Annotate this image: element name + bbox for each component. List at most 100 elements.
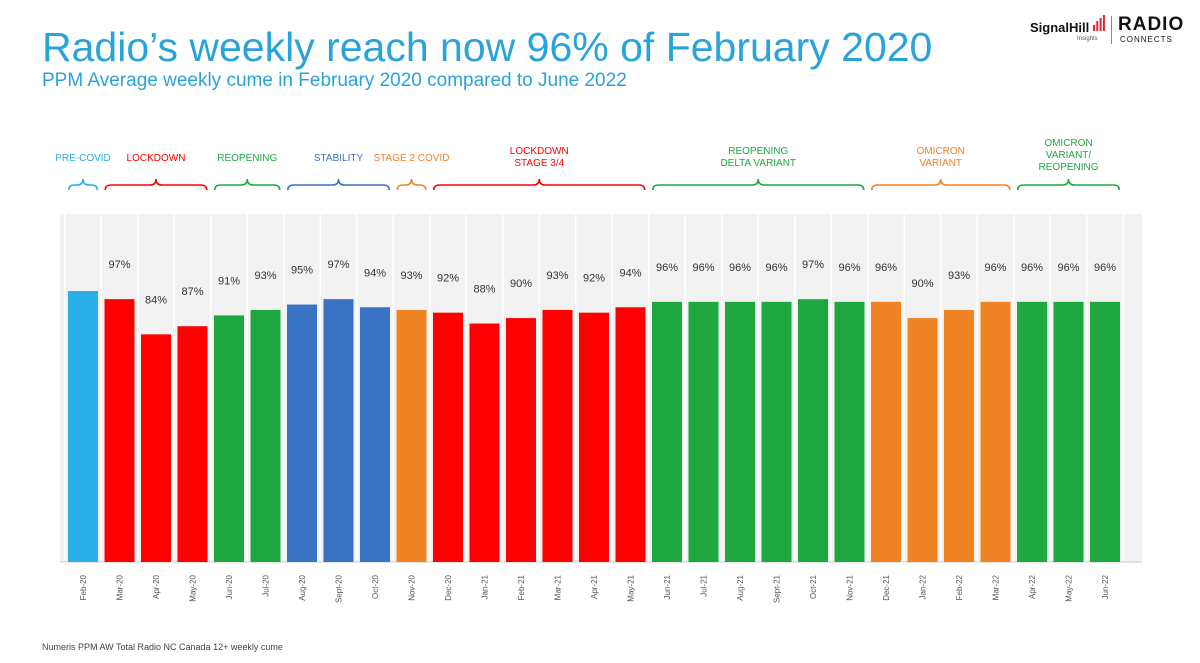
bar-dec-20 — [433, 312, 463, 562]
x-tick-label: Feb-20 — [79, 574, 88, 600]
phase-label: STAGE 2 COVID — [374, 153, 450, 164]
bar-feb-20 — [68, 291, 98, 562]
x-tick-label: May-21 — [627, 574, 636, 601]
data-label: 96% — [729, 262, 751, 274]
data-label: 87% — [181, 286, 203, 298]
x-tick-label: Mar-20 — [116, 574, 125, 600]
x-tick-label: Dec-21 — [882, 574, 891, 600]
bar-jul-20 — [250, 309, 281, 562]
signal-hill-logo-sub: Insights — [1077, 36, 1098, 42]
bar-apr-20 — [141, 334, 171, 562]
data-label: 96% — [656, 262, 678, 274]
phase-label: VARIANT — [919, 158, 962, 169]
bar-may-21 — [615, 307, 646, 562]
x-tick-label: Feb-21 — [517, 574, 526, 600]
x-tick-label: Aug-21 — [736, 574, 745, 600]
data-label: 88% — [473, 284, 495, 296]
x-tick-label: Dec-20 — [444, 574, 453, 600]
data-label: 96% — [1021, 262, 1043, 274]
radio-connects-logo-sub: CONNECTS — [1120, 35, 1173, 44]
phase-label: DELTA VARIANT — [720, 158, 796, 169]
data-label: 91% — [218, 275, 240, 287]
bar-aug-21 — [725, 301, 755, 562]
bar-oct-21 — [798, 299, 828, 562]
bar-sept-21 — [761, 301, 792, 562]
radio-connects-logo: RADIO — [1118, 14, 1185, 35]
bar-sept-20 — [323, 299, 354, 562]
signal-bars-icon — [1093, 15, 1105, 31]
x-tick-label: Sept-21 — [773, 574, 782, 603]
bar-feb-21 — [506, 318, 536, 562]
phase-label: VARIANT/ — [1046, 150, 1092, 161]
bar-mar-22 — [980, 301, 1011, 562]
x-tick-label: Aug-20 — [298, 574, 307, 600]
data-label: 97% — [108, 259, 130, 271]
phase-label: REOPENING — [728, 146, 788, 157]
bar-jun-20 — [214, 315, 244, 562]
data-label: 93% — [254, 270, 276, 282]
x-tick-label: Nov-20 — [408, 574, 417, 600]
bar-feb-22 — [944, 309, 974, 562]
bar-mar-20 — [104, 299, 135, 562]
x-tick-label: Jun-21 — [663, 574, 672, 599]
page-subtitle: PPM Average weekly cume in February 2020… — [42, 70, 627, 91]
phase-label: OMICRON — [917, 146, 965, 157]
phase-label: STAGE 3/4 — [514, 158, 564, 169]
x-tick-label: Jun-22 — [1101, 574, 1110, 599]
data-label: 96% — [765, 262, 787, 274]
logo-divider — [1111, 16, 1112, 44]
x-tick-label: Mar-21 — [554, 574, 563, 600]
x-tick-label: Jul-21 — [700, 574, 709, 596]
data-label: 97% — [802, 259, 824, 271]
phase-bracket — [67, 178, 99, 191]
bar-nov-20 — [396, 309, 427, 562]
phase-bracket — [1016, 178, 1121, 191]
data-label: 90% — [911, 278, 933, 290]
phase-label: PRE-COVID — [55, 153, 111, 164]
x-tick-label: Jun-20 — [225, 574, 234, 599]
phase-bracket — [104, 178, 208, 191]
x-tick-label: Jan-21 — [481, 574, 490, 599]
data-label: 97% — [327, 259, 349, 271]
bar-jun-22 — [1090, 301, 1120, 562]
bar-may-22 — [1053, 301, 1084, 562]
data-label: 96% — [692, 262, 714, 274]
bar-nov-21 — [834, 301, 865, 562]
bar-jan-22 — [907, 318, 938, 562]
x-tick-label: Nov-21 — [846, 574, 855, 600]
x-tick-label: May-22 — [1065, 574, 1074, 601]
x-tick-label: Jul-20 — [262, 574, 271, 596]
x-tick-label: Jan-22 — [919, 574, 928, 599]
bar-dec-21 — [871, 301, 901, 562]
bar-jun-21 — [652, 301, 682, 562]
data-label: 84% — [145, 294, 167, 306]
data-label: 90% — [510, 278, 532, 290]
bar-jul-21 — [688, 301, 719, 562]
x-tick-label: Apr-22 — [1028, 574, 1037, 599]
phase-bracket — [870, 178, 1011, 191]
data-label: 92% — [583, 273, 605, 285]
source-footnote: Numeris PPM AW Total Radio NC Canada 12+… — [42, 642, 283, 652]
data-label: 93% — [400, 270, 422, 282]
phase-bracket — [213, 178, 281, 191]
data-label: 95% — [291, 265, 313, 277]
phase-label: LOCKDOWN — [510, 146, 569, 157]
bar-aug-20 — [287, 304, 317, 562]
phase-label: OMICRON — [1044, 138, 1092, 149]
data-label: 94% — [619, 267, 641, 279]
bar-mar-21 — [542, 309, 573, 562]
page-title: Radio’s weekly reach now 96% of February… — [42, 24, 933, 70]
data-label: 94% — [364, 267, 386, 279]
data-label: 96% — [1094, 262, 1116, 274]
data-label: 96% — [1057, 262, 1079, 274]
x-tick-label: Apr-21 — [590, 574, 599, 599]
x-tick-label: Feb-22 — [955, 574, 964, 600]
data-label: 93% — [546, 270, 568, 282]
data-label: 93% — [948, 270, 970, 282]
phase-label: REOPENING — [1038, 162, 1098, 173]
phase-label: STABILITY — [314, 153, 364, 164]
phase-label: REOPENING — [217, 153, 277, 164]
data-label: 92% — [437, 273, 459, 285]
phase-label: LOCKDOWN — [127, 153, 186, 164]
